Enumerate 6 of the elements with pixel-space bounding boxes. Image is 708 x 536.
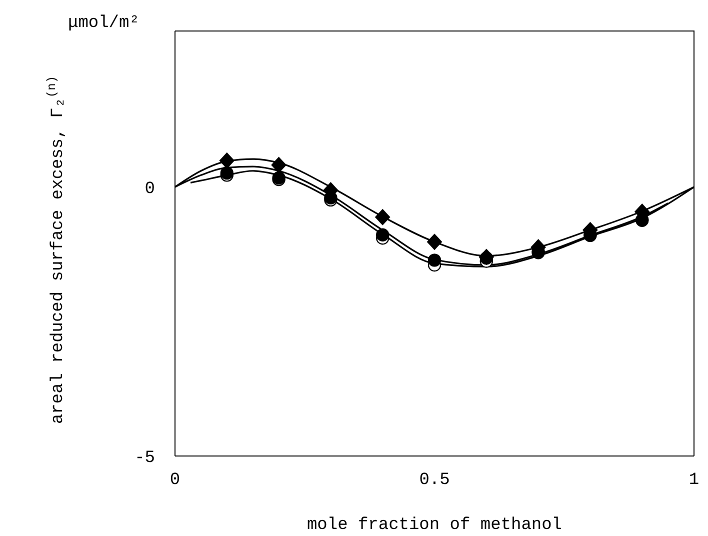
x-tick-label: 1 xyxy=(688,471,700,490)
x-tick-label: 0.5 xyxy=(419,471,450,490)
text: μmol/m² xyxy=(68,14,140,33)
x-tick-label: 0 xyxy=(170,471,180,490)
y-tick-label: -5 xyxy=(134,449,155,468)
x-axis-title: mole fraction of methanol xyxy=(306,516,562,535)
